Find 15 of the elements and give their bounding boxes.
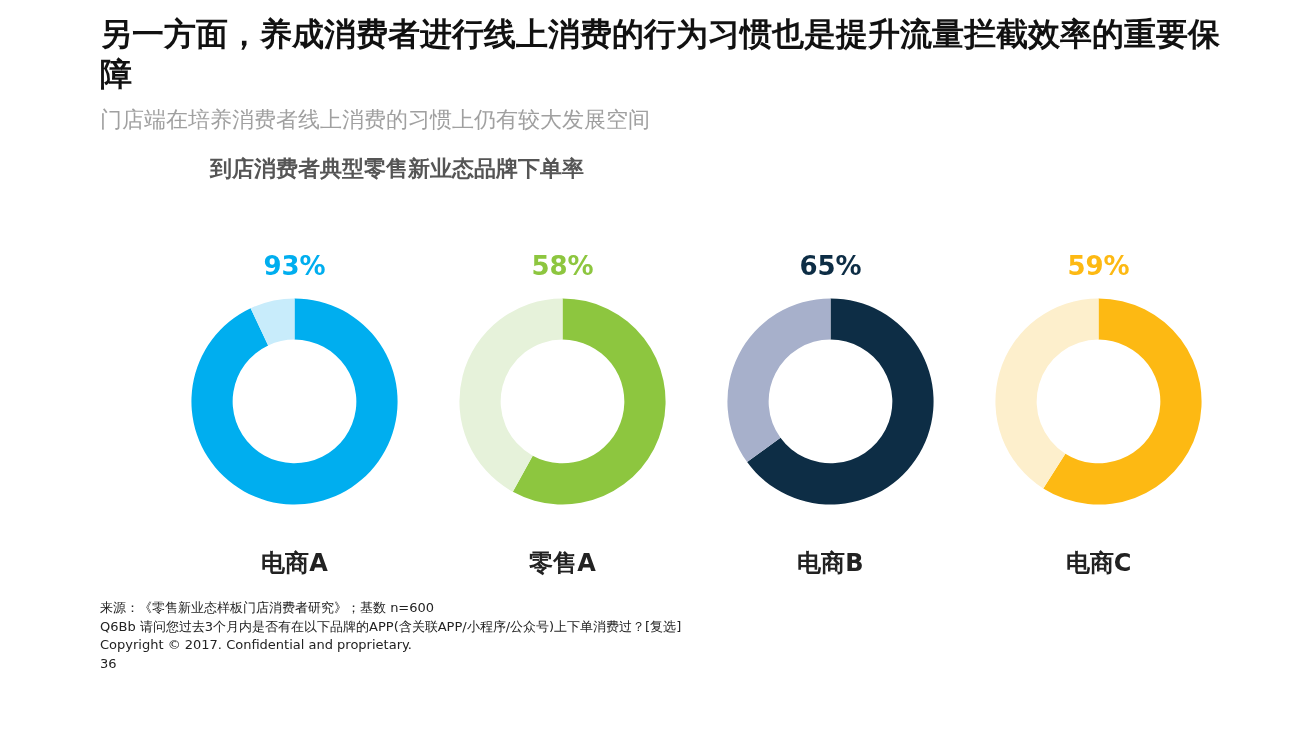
source-note: 来源：《零售新业态样板门店消费者研究》；基数 n=600	[100, 599, 436, 617]
data-label: 93%	[263, 250, 326, 281]
text: 电商B	[797, 549, 864, 578]
text: 门店端在培养消费者线上消费的习惯上仍有较大发展空间	[100, 106, 651, 134]
data-label: 58%	[531, 250, 594, 281]
text: 到店消费者典型零售新业态品牌下单率	[210, 155, 585, 184]
text: Copyright © 2017. Confidential and proprietary.	[100, 636, 413, 655]
data-label: 65%	[799, 250, 862, 281]
text: 电商C	[1065, 549, 1132, 578]
text: Q6Bb 请问您过去3个月内是否有在以下品牌的APP(含关联APP/小程序/公众号)上下单消费过？[复选]	[100, 617, 682, 636]
text: 电商A	[261, 549, 329, 578]
text: 零售A	[529, 549, 597, 578]
text: 另一方面，养成消费者进行线上消费的行为习惯也是提升流量拦截效率的重要保障	[100, 14, 1221, 94]
text: 36	[100, 654, 118, 673]
data-label: 59%	[1067, 250, 1130, 281]
